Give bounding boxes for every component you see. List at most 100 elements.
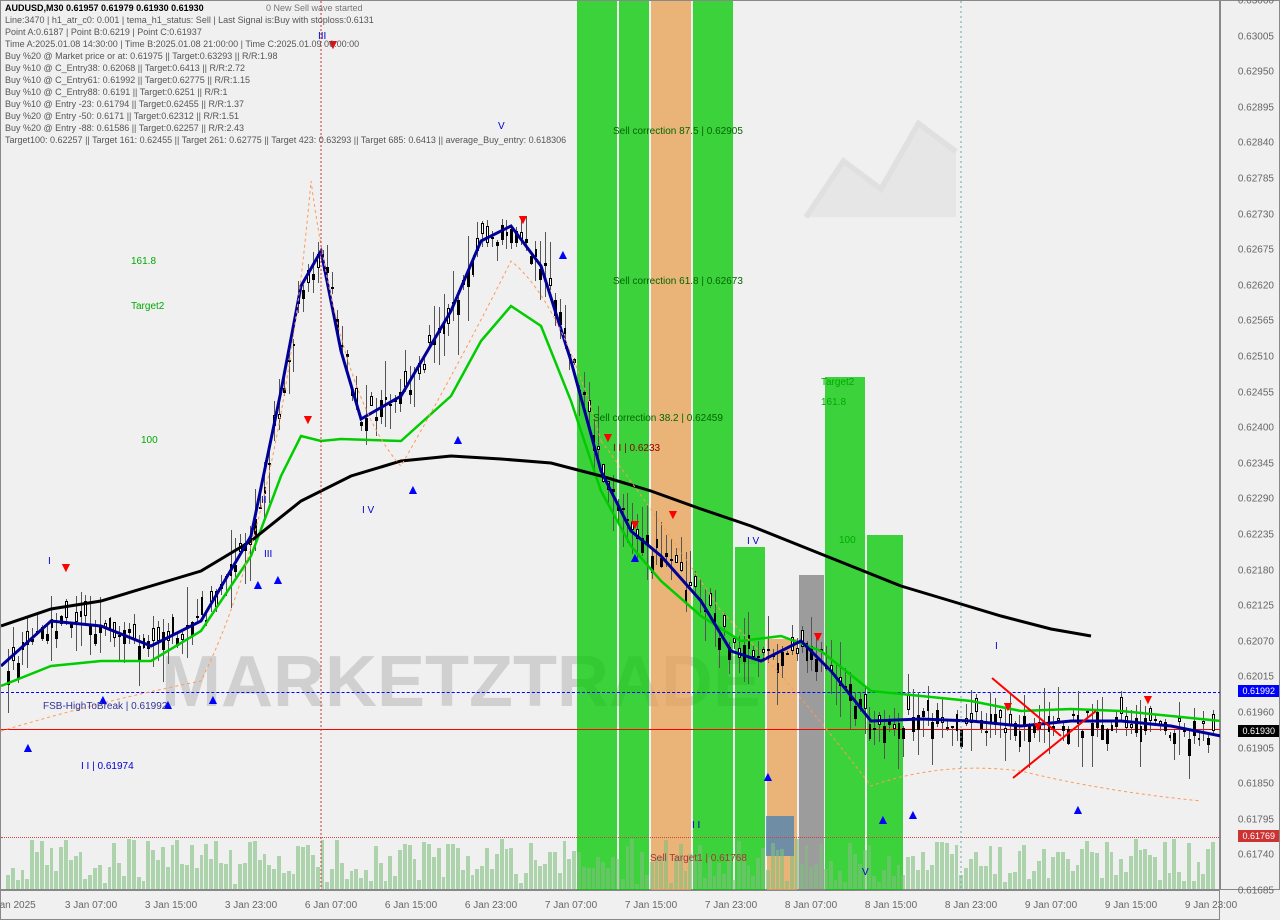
candle <box>535 249 538 257</box>
y-tick-label: 0.62565 <box>1238 316 1274 327</box>
volume-bar <box>529 843 533 889</box>
sell-arrow-icon: ▼ <box>811 628 825 644</box>
volume-bar <box>142 881 146 889</box>
volume-bar <box>442 877 446 889</box>
candle <box>138 646 141 661</box>
candle <box>530 256 533 264</box>
y-axis: 0.630600.630050.629500.628950.628400.627… <box>1220 0 1280 890</box>
volume-bar <box>272 869 276 889</box>
volume-bar <box>171 845 175 889</box>
candle <box>859 699 862 709</box>
candle <box>506 232 509 237</box>
volume-bar <box>853 854 857 889</box>
buy-arrow-icon: ▲ <box>271 571 285 587</box>
volume-bar <box>93 868 97 889</box>
candle <box>128 629 131 634</box>
volume-bar <box>1163 842 1167 889</box>
candle <box>622 508 625 510</box>
candle <box>322 254 325 260</box>
candle <box>907 695 910 710</box>
volume-bar <box>877 882 881 889</box>
info-line: Buy %10 @ C_Entry38: 0.62068 || Target:0… <box>5 63 245 73</box>
volume-bar <box>1100 878 1104 889</box>
candle <box>902 728 905 740</box>
volume-bar <box>156 860 160 889</box>
volume-bar <box>606 868 610 889</box>
volume-bar <box>146 841 150 889</box>
candle <box>869 724 872 740</box>
volume-bar <box>964 868 968 889</box>
volume-bar <box>534 860 538 889</box>
candle <box>583 392 586 395</box>
candle <box>728 647 731 661</box>
volume-bar <box>16 880 20 889</box>
candle <box>60 616 63 625</box>
candle <box>1111 725 1114 731</box>
candle <box>89 626 92 635</box>
candle <box>922 711 925 717</box>
candle <box>801 630 804 647</box>
candle <box>259 507 262 509</box>
candle <box>447 308 450 323</box>
buy-arrow-icon: ▲ <box>906 806 920 822</box>
volume-bar <box>180 864 184 889</box>
volume-bar <box>214 841 218 889</box>
candle <box>1178 718 1181 722</box>
volume-bar <box>1192 881 1196 889</box>
volume-bar <box>1129 856 1133 889</box>
volume-bar <box>969 859 973 889</box>
candle <box>118 635 121 637</box>
candle <box>786 653 789 655</box>
volume-bar <box>771 843 775 889</box>
chart-annotation: I <box>995 641 998 652</box>
candle <box>249 538 252 546</box>
volume-bar <box>1172 839 1176 889</box>
candle <box>743 645 746 662</box>
volume-bar <box>485 848 489 889</box>
volume-bar <box>258 860 262 889</box>
chart-container: MARKETZTRADE ▲▼▲▲▲▲▲▼▼▲▲▼▲▼▲▼▼▲▼▲▲▼▼▲▼ A… <box>0 0 1280 920</box>
chart-annotation: Sell correction 61.8 | 0.62673 <box>613 276 743 287</box>
candle <box>230 564 233 576</box>
candle <box>1183 728 1186 731</box>
candle <box>835 676 838 678</box>
volume-bar <box>766 870 770 889</box>
volume-bar <box>1148 855 1152 889</box>
volume-bar <box>945 843 949 889</box>
volume-bar <box>1143 849 1147 889</box>
chart-annotation: V <box>498 121 505 132</box>
volume-bar <box>79 852 83 889</box>
candle <box>75 612 78 621</box>
volume-bar <box>916 870 920 889</box>
candle <box>113 622 116 638</box>
chart-plot-area[interactable]: MARKETZTRADE ▲▼▲▲▲▲▲▼▼▲▲▼▲▼▲▼▼▲▼▲▲▼▼▲▼ A… <box>0 0 1220 890</box>
volume-bar <box>277 856 281 889</box>
chart-annotation: 100 <box>839 535 856 546</box>
volume-bar <box>829 861 833 889</box>
candle <box>1004 728 1007 733</box>
candle <box>433 340 436 345</box>
candle <box>389 404 392 406</box>
candle <box>65 601 68 618</box>
volume-bar <box>989 846 993 889</box>
candle <box>704 610 707 612</box>
candle <box>1188 739 1191 756</box>
candle <box>370 396 373 406</box>
volume-bar <box>601 862 605 889</box>
candle <box>1014 723 1017 736</box>
candle <box>317 254 320 269</box>
candle <box>946 727 949 729</box>
x-tick-label: 8 Jan 15:00 <box>865 900 917 911</box>
volume-bar <box>282 873 286 889</box>
y-tick-label: 0.61850 <box>1238 779 1274 790</box>
volume-bar <box>1061 852 1065 889</box>
volume-bar <box>1177 872 1181 889</box>
chart-title: AUDUSD,M30 0.61957 0.61979 0.61930 0.619… <box>5 3 204 13</box>
candle <box>104 623 107 629</box>
candle <box>181 634 184 640</box>
candle <box>452 302 455 304</box>
volume-bar <box>306 845 310 889</box>
volume-bar <box>292 874 296 889</box>
volume-bar <box>437 848 441 889</box>
candle <box>186 625 189 627</box>
